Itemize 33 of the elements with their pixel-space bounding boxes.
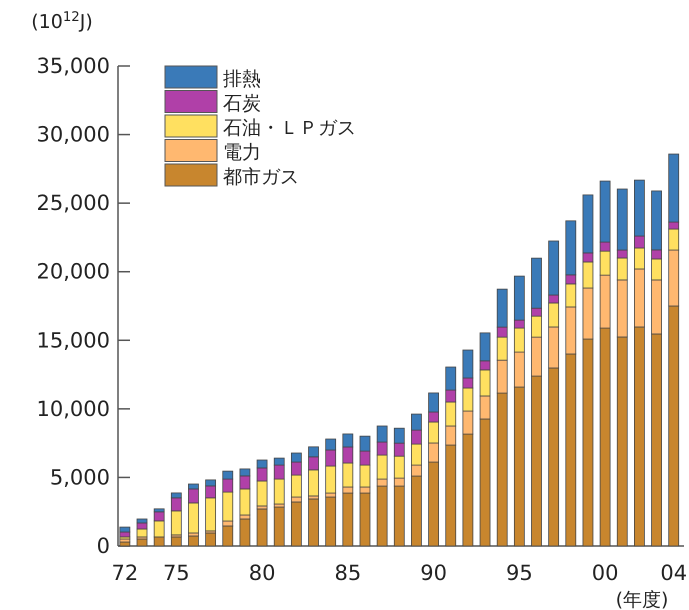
bar [325, 496, 336, 546]
y-tick-label: 35,000 [36, 54, 110, 78]
bar [290, 502, 302, 546]
bar [136, 538, 148, 546]
y-axis-title: (10$^{12}$J) [31, 10, 93, 33]
bar [274, 506, 285, 546]
y-tick-label: 0 [96, 534, 110, 558]
y-tick-label: 30,000 [36, 122, 110, 147]
legend-label: 都市ガス [223, 166, 299, 188]
x-tick-label: 04 [660, 561, 688, 585]
x-axis-title: (年度) [616, 589, 668, 610]
bar [256, 508, 268, 546]
x-tick-label: 90 [420, 561, 447, 585]
legend-label: 石油・ＬＰガス [223, 117, 356, 139]
y-tick-label: 20,000 [36, 260, 110, 284]
x-tick-label: 72 [111, 561, 138, 585]
x-tick-label: 00 [592, 561, 618, 585]
bar [308, 498, 319, 546]
bar [188, 536, 199, 546]
bar [240, 518, 250, 546]
x-tick-label: 75 [162, 561, 190, 585]
x-tick-label: 85 [334, 561, 362, 585]
x-tick-label: 95 [506, 561, 533, 585]
y-tick-label: 25,000 [36, 191, 110, 216]
y-tick-label: 10,000 [36, 396, 110, 421]
bar [222, 526, 234, 546]
y-tick-label: 5,000 [50, 465, 110, 490]
y-tick-label: 15,000 [36, 328, 110, 352]
legend-label: 電力 [223, 142, 261, 164]
legend-label: 石炭 [223, 92, 261, 114]
legend-label: 排熱 [223, 68, 261, 90]
bar [205, 532, 216, 546]
x-tick-label: 80 [248, 561, 276, 585]
